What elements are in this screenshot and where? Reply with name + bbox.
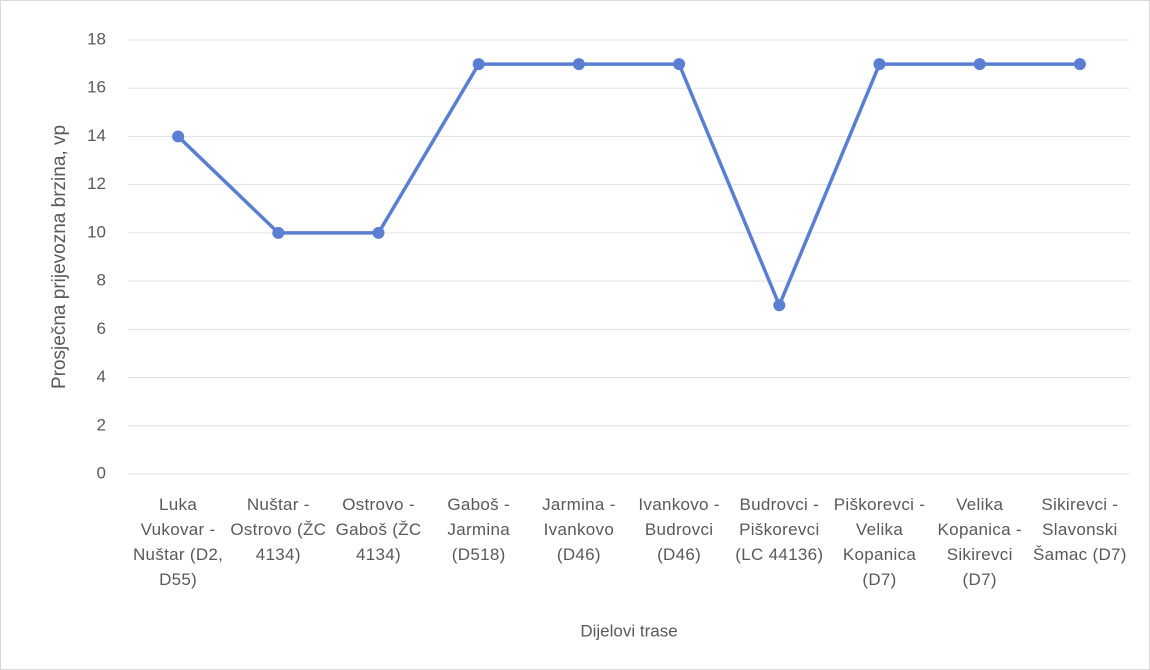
y-tick-label: 0 bbox=[97, 463, 106, 482]
data-point bbox=[572, 58, 585, 71]
y-tick-label: 14 bbox=[87, 126, 106, 145]
x-tick-label: Budrovci - Piškorevci (LC 44136) bbox=[735, 495, 824, 564]
y-tick-label: 2 bbox=[97, 415, 106, 434]
y-tick-label: 10 bbox=[87, 222, 106, 241]
y-tick-label: 12 bbox=[87, 174, 106, 193]
x-tick-label: Ostrovo - Gaboš (ŽC 4134) bbox=[335, 495, 422, 564]
data-point bbox=[673, 58, 686, 71]
y-tick-label: 6 bbox=[97, 319, 106, 338]
data-point bbox=[472, 58, 485, 71]
y-tick-label: 16 bbox=[87, 78, 106, 97]
y-tick-label: 18 bbox=[87, 29, 106, 48]
data-point bbox=[272, 226, 285, 239]
y-tick-label: 4 bbox=[97, 367, 106, 386]
data-line bbox=[176, 62, 1080, 307]
x-tick-label: Gaboš - Jarmina (D518) bbox=[447, 495, 510, 564]
data-point bbox=[372, 226, 385, 239]
x-tick-label: Luka Vukovar - Nuštar (D2, D55) bbox=[132, 495, 224, 589]
data-point bbox=[773, 299, 786, 312]
x-tick-label: Ivankovo - Budrovci (D46) bbox=[638, 495, 720, 564]
x-tick-label: Velika Kopanica - Sikirevci (D7) bbox=[937, 495, 1022, 589]
x-tick-label: Nuštar - Ostrovo (ŽC 4134) bbox=[230, 495, 327, 564]
data-point bbox=[172, 130, 185, 143]
x-tick-label: Jarmina - Ivankovo (D46) bbox=[542, 495, 616, 564]
data-point bbox=[873, 58, 886, 71]
data-point bbox=[1073, 58, 1086, 71]
y-tick-label: 8 bbox=[97, 271, 106, 290]
data-point bbox=[973, 58, 986, 71]
x-tick-label: Piškorevci - Velika Kopanica (D7) bbox=[833, 495, 926, 589]
x-axis-title: Dijelovi trase bbox=[580, 621, 677, 640]
x-tick-label: Sikirevci - Slavonski Šamac (D7) bbox=[1033, 495, 1127, 564]
y-axis-title: Prosječna prijevozna brzina, vp bbox=[49, 125, 70, 389]
